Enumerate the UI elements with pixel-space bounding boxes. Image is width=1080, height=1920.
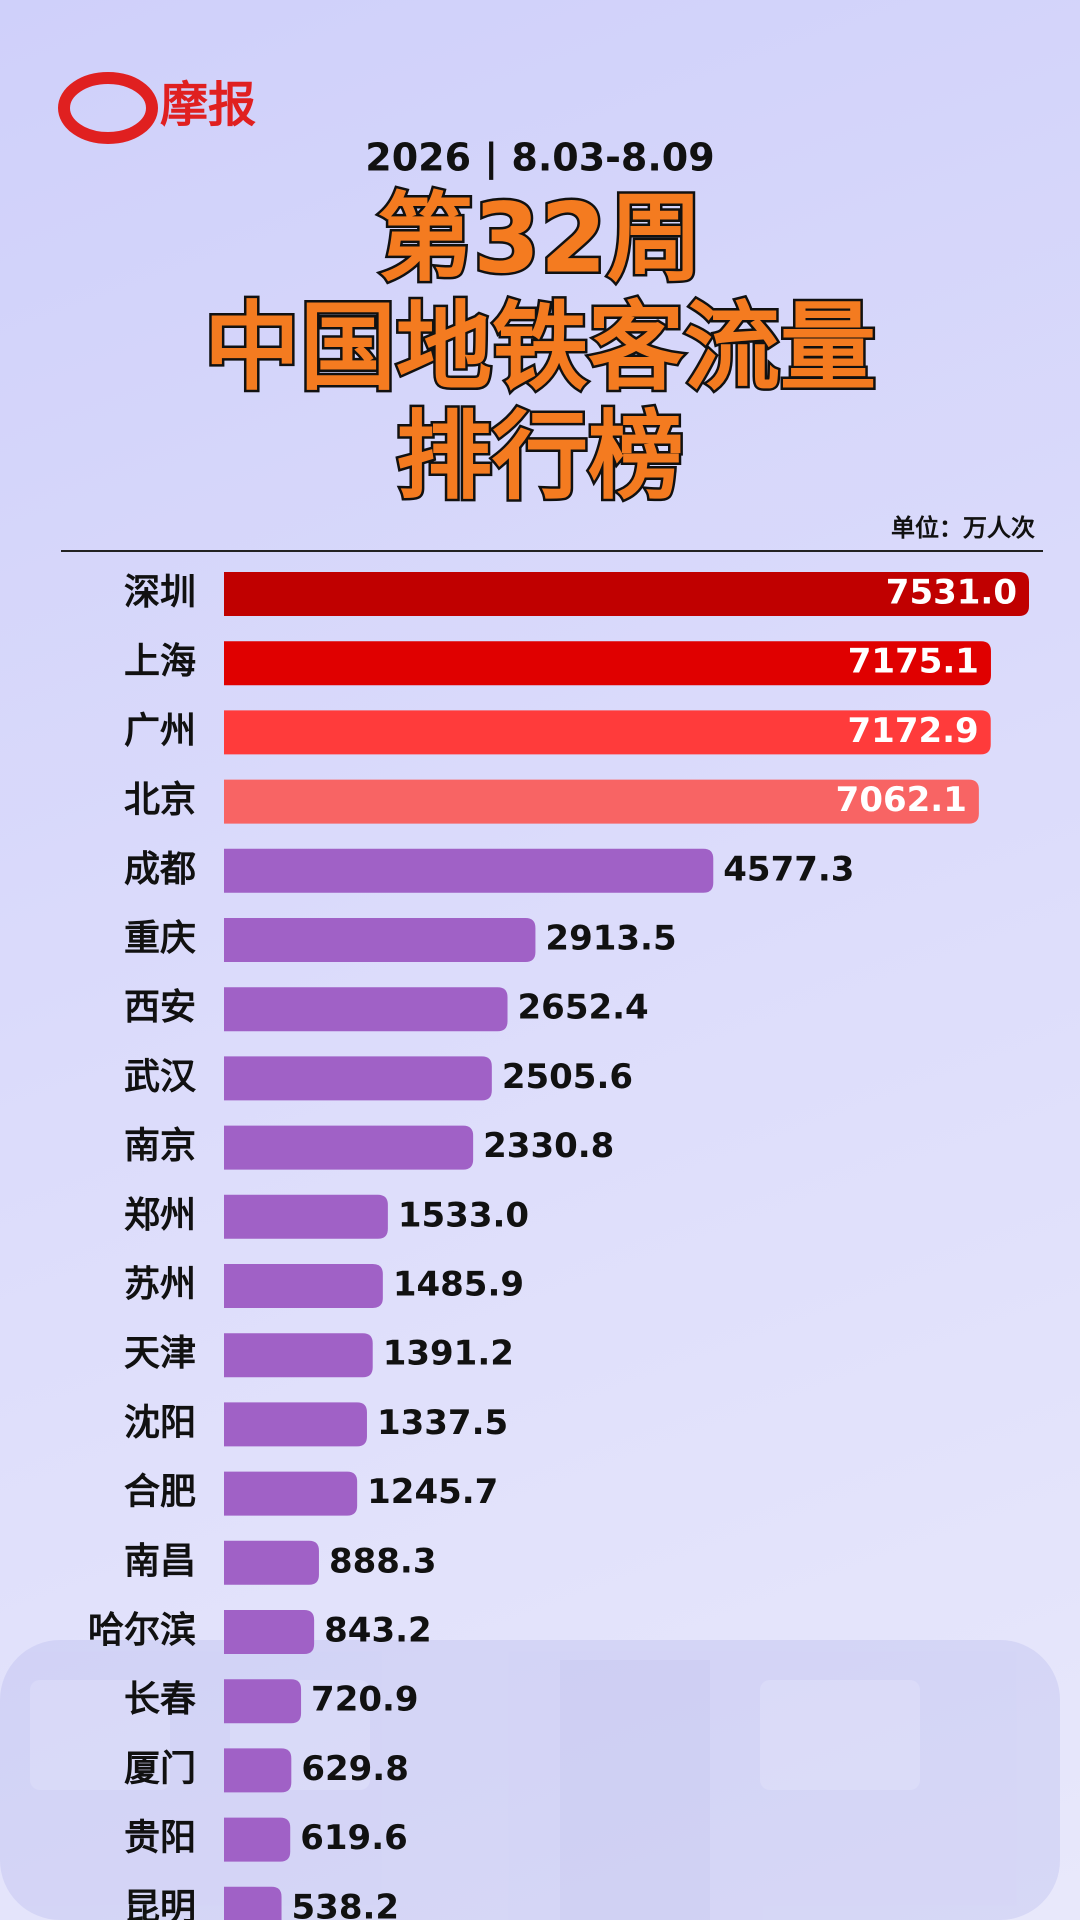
logo-text: 摩报 [160,77,256,133]
value-label: 2652.4 [518,988,649,1028]
category-label: 沈阳 [124,1402,196,1443]
bar [224,1333,373,1378]
subtitle: 2026 | 8.03-8.09 [365,136,714,181]
category-label: 贵阳 [124,1818,196,1859]
category-label: 南昌 [124,1541,196,1582]
bar [224,918,536,962]
bar [224,572,1029,616]
unit-label: 单位：万人次 [891,514,1035,542]
bar [224,1402,367,1447]
category-label: 上海 [124,641,196,682]
category-label: 广州 [124,710,196,751]
bar [224,1264,383,1308]
category-label: 郑州 [124,1195,196,1236]
logo: 摩报 [58,72,256,144]
category-label: 南京 [124,1125,196,1167]
bar [224,848,714,893]
category-label: 武汉 [124,1056,197,1097]
bar [224,987,508,1032]
value-label: 1485.9 [393,1265,524,1305]
bar [224,779,979,824]
chart-title: 中国地铁客流量 [204,291,876,403]
value-label: 1337.5 [377,1403,508,1443]
category-label: 成都 [124,849,196,890]
category-label: 重庆 [124,918,196,959]
value-label: 843.2 [324,1611,432,1651]
category-label: 天津 [124,1333,196,1374]
bar [224,1194,388,1239]
value-label: 4577.3 [723,849,854,889]
value-label: 538.2 [292,1887,400,1920]
category-label: 深圳 [124,572,196,613]
chart-title: 第32周 [377,182,703,294]
bar [224,1471,358,1516]
category-label: 合肥 [124,1472,196,1513]
value-label: 2330.8 [483,1126,614,1166]
value-label: 1391.2 [383,1334,514,1374]
value-label: 2505.6 [502,1057,633,1097]
value-label: 2913.5 [545,919,676,959]
value-label: 619.6 [300,1818,408,1858]
category-label: 长春 [124,1679,196,1720]
value-label: 7175.1 [848,642,979,682]
category-label: 厦门 [124,1748,196,1789]
category-label: 西安 [124,987,196,1028]
category-label: 苏州 [124,1264,196,1305]
value-label: 7531.0 [886,573,1017,613]
category-label: 昆明 [124,1887,196,1920]
value-label: 7062.1 [836,780,967,820]
value-label: 888.3 [329,1541,437,1581]
bar [224,1610,315,1654]
bar [224,1748,292,1793]
category-label: 北京 [124,779,196,821]
value-label: 629.8 [301,1749,409,1789]
value-label: 720.9 [311,1680,419,1720]
bar [224,1886,282,1920]
bar [224,710,991,755]
bar [224,1679,302,1724]
category-label: 哈尔滨 [88,1610,196,1651]
bar [224,1125,474,1170]
bar [224,1540,319,1585]
bar [224,1817,291,1862]
value-label: 7172.9 [848,711,979,751]
chart-title: 排行榜 [396,400,684,512]
bar [224,641,991,686]
bar [224,1056,492,1101]
value-label: 1245.7 [367,1472,498,1512]
value-label: 1533.0 [398,1195,529,1235]
